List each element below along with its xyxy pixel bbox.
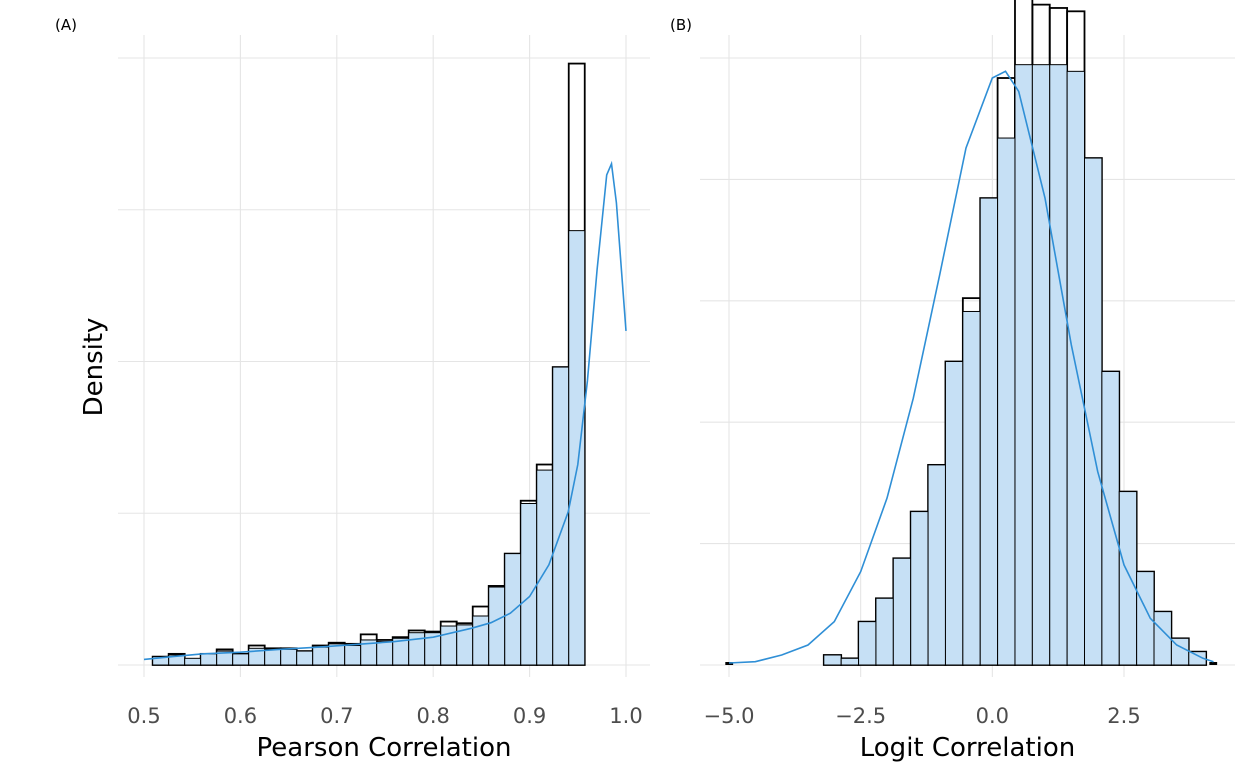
density-bar — [376, 641, 394, 666]
x-tick-label: 0.8 — [416, 704, 449, 728]
histogram-bar — [1209, 662, 1218, 665]
x-tick-label: 0.7 — [320, 704, 353, 728]
density-bar — [408, 632, 426, 666]
density-bar — [944, 361, 964, 666]
density-bar — [910, 511, 929, 666]
density-bar — [296, 650, 314, 666]
panel-a: (A) 0.5 0.6 0.7 0.8 0.9 1.0 Pearson Correlation — [55, 16, 650, 763]
density-bar — [1084, 157, 1103, 666]
density-bar — [997, 137, 1016, 666]
density-bar — [280, 648, 298, 666]
density-curve — [728, 70, 1214, 664]
density-bar — [840, 657, 860, 666]
x-tick-label: 0.5 — [127, 704, 160, 728]
x-tick-label: 0.9 — [513, 704, 546, 728]
density-bar — [823, 654, 842, 666]
density-bar — [858, 621, 877, 666]
x-tick-label: 0.6 — [224, 704, 257, 728]
density-bar — [1153, 611, 1172, 666]
density-curve — [143, 160, 627, 661]
density-bar — [962, 310, 981, 666]
panel-label: (B) — [670, 16, 692, 34]
density-bar — [488, 586, 506, 666]
density-bar — [184, 657, 202, 666]
x-axis-title: Logit Correlation — [860, 733, 1076, 763]
density-bar — [264, 648, 282, 666]
density-bar — [1014, 64, 1033, 666]
density-bar — [1049, 64, 1068, 666]
density-bar — [536, 469, 554, 666]
x-tick-label: −5.0 — [704, 704, 755, 728]
x-tick-label: 1.0 — [609, 704, 642, 728]
density-bar — [232, 653, 250, 666]
x-tick-label: 0.0 — [976, 704, 1009, 728]
density-bar — [1118, 491, 1138, 666]
density-bar — [344, 645, 362, 666]
x-axis-title: Pearson Correlation — [257, 733, 512, 763]
density-bar — [875, 597, 894, 666]
panel-b: (B) −5.0 −2.5 0.0 2.5 Logit Correlation — [670, 0, 1235, 763]
density-bar — [927, 464, 946, 666]
density-bar — [520, 503, 538, 666]
density-bar — [892, 557, 912, 666]
density-bar — [979, 197, 999, 666]
x-tick-label: 2.5 — [1107, 704, 1140, 728]
density-bar — [312, 646, 330, 666]
density-bar — [1188, 651, 1207, 666]
y-axis-title: Density — [79, 318, 109, 417]
density-bar — [504, 553, 522, 666]
panel-label: (A) — [55, 16, 77, 34]
x-tick-label: −2.5 — [835, 704, 886, 728]
density-bar — [200, 653, 218, 666]
density-bar — [568, 230, 586, 666]
